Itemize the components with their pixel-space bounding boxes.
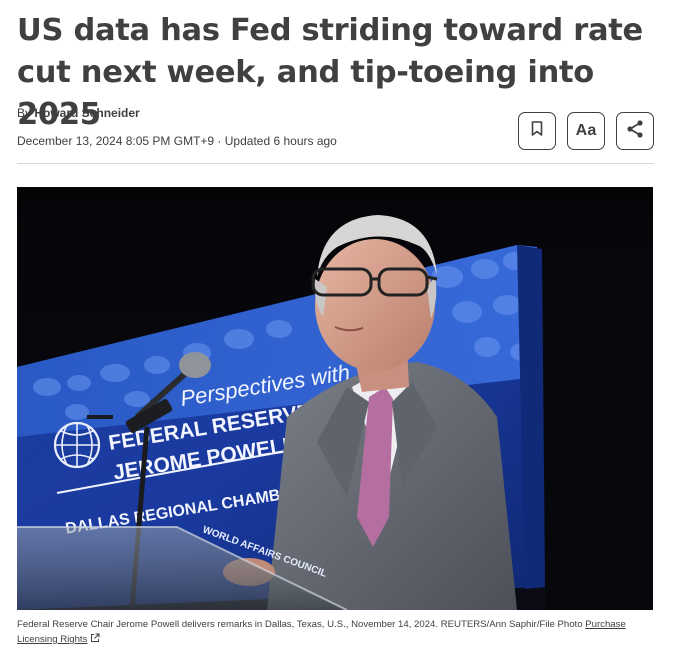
- byline-prefix: By: [17, 106, 35, 120]
- article-headline: US data has Fed striding toward rate cut…: [17, 13, 643, 132]
- speaker-figure: [223, 215, 517, 610]
- purchase-licensing-link[interactable]: Purchase Licensing Rights: [17, 619, 626, 645]
- article-photo[interactable]: Perspectives with FEDERAL RESERVE CHAIR …: [17, 187, 653, 610]
- article-tools: Aa: [518, 112, 654, 150]
- bookmark-icon: [531, 121, 543, 141]
- caption-text: Federal Reserve Chair Jerome Powell deli…: [17, 619, 586, 630]
- author-link[interactable]: Howard Schneider: [34, 106, 140, 120]
- share-button[interactable]: [616, 112, 654, 150]
- share-icon: [625, 119, 645, 144]
- byline: By Howard Schneider: [17, 106, 140, 120]
- article-dateline: December 13, 2024 8:05 PM GMT+9 · Update…: [17, 134, 337, 148]
- bookmark-button[interactable]: [518, 112, 556, 150]
- header-divider: [17, 163, 654, 164]
- text-size-label: Aa: [575, 122, 597, 139]
- text-size-button[interactable]: Aa: [567, 112, 605, 150]
- federal-reserve-seal: [53, 421, 101, 469]
- external-link-icon: [90, 633, 100, 648]
- photo-caption: Federal Reserve Chair Jerome Powell deli…: [17, 617, 657, 648]
